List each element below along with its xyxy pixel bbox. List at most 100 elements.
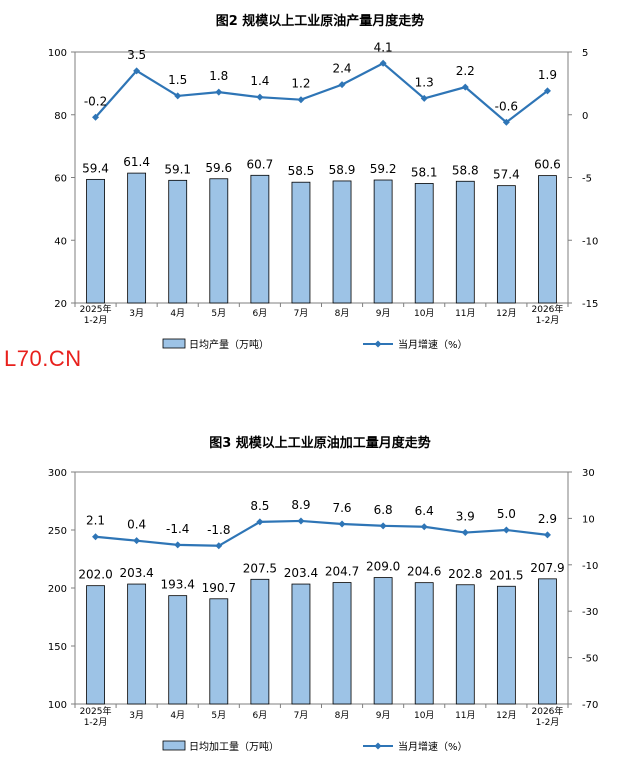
y-left-tick-label: 100: [48, 700, 67, 711]
growth-marker: [133, 537, 141, 545]
growth-value-label: 7.6: [332, 501, 351, 515]
x-tick-label: 12月: [496, 308, 516, 319]
growth-marker: [215, 88, 223, 96]
bar-value-label: 190.7: [202, 581, 236, 595]
growth-value-label: 2.4: [332, 62, 351, 76]
chart-1-title: 图2 规模以上工业原油产量月度走势: [215, 14, 425, 29]
bar: [538, 578, 557, 705]
x-tick-label: 6月: [253, 710, 268, 721]
y-right-tick-label: 0: [582, 111, 588, 122]
bar: [496, 585, 516, 705]
y-left-tick-label: 200: [48, 584, 67, 595]
bar-value-label: 59.1: [164, 162, 191, 176]
growth-marker: [297, 96, 305, 104]
x-tick-label: 7月: [294, 308, 309, 319]
x-tick-label: 10月: [414, 710, 434, 721]
bar-value-label: 58.9: [329, 163, 356, 177]
x-tick-label: 2025年 1-2月: [80, 303, 112, 326]
growth-value-label: 1.4: [250, 74, 269, 88]
growth-value-label: -0.6: [495, 99, 518, 113]
x-tick-label: 8月: [335, 710, 350, 721]
growth-value-label: -0.2: [84, 94, 107, 108]
bar: [250, 174, 270, 304]
bar: [209, 598, 229, 705]
y-right-tick-label: 10: [582, 514, 595, 525]
x-tick-label: 9月: [376, 308, 391, 319]
x-tick-label: 10月: [414, 308, 434, 319]
y-left-tick-label: 40: [54, 236, 67, 247]
y-right-tick-label: -15: [582, 299, 598, 310]
x-tick-label: 4月: [170, 710, 185, 721]
growth-marker: [92, 113, 100, 121]
growth-marker: [133, 67, 141, 75]
growth-marker: [215, 542, 223, 550]
growth-marker: [92, 533, 100, 541]
growth-marker: [256, 93, 264, 101]
growth-marker: [256, 518, 264, 526]
y-left-tick-label: 300: [48, 468, 67, 479]
bar: [168, 595, 188, 705]
bar: [332, 582, 352, 705]
legend-line-marker: [374, 340, 382, 348]
growth-value-label: 6.4: [415, 504, 434, 518]
x-tick-label: 3月: [129, 308, 144, 319]
growth-marker: [338, 81, 346, 89]
bar-value-label: 59.4: [82, 161, 109, 175]
bar: [414, 183, 434, 304]
bar: [250, 578, 270, 705]
bar: [455, 180, 475, 304]
legend-line-marker: [374, 742, 382, 750]
bar-value-label: 60.7: [247, 157, 274, 171]
bar: [168, 179, 188, 304]
bar-value-label: 61.4: [123, 155, 150, 169]
bar-value-label: 207.5: [243, 561, 277, 575]
bar-value-label: 207.9: [530, 561, 564, 575]
y-right-tick-label: -50: [582, 654, 598, 665]
bar-value-label: 201.5: [489, 568, 523, 582]
growth-value-label: 1.3: [415, 75, 434, 89]
y-left-tick-label: 80: [54, 111, 67, 122]
x-tick-label: 6月: [253, 308, 268, 319]
x-tick-label: 11月: [455, 308, 475, 319]
bar-value-label: 202.8: [448, 567, 482, 581]
growth-value-label: 1.5: [168, 73, 187, 87]
bar: [86, 585, 105, 705]
y-right-tick-label: -30: [582, 607, 598, 618]
growth-marker: [420, 523, 428, 531]
growth-marker: [502, 526, 510, 534]
bar-value-label: 57.4: [493, 168, 520, 182]
x-tick-label: 7月: [294, 710, 309, 721]
bar-value-label: 58.1: [411, 165, 438, 179]
legend-line-label: 当月增速（%）: [398, 338, 468, 351]
x-tick-label: 3月: [129, 710, 144, 721]
bar: [209, 178, 229, 304]
growth-value-label: 1.2: [291, 77, 310, 91]
y-left-tick-label: 100: [48, 48, 67, 59]
bar-value-label: 204.6: [407, 565, 441, 579]
growth-marker: [379, 522, 387, 530]
growth-marker: [297, 517, 305, 525]
growth-marker: [420, 94, 428, 102]
growth-marker: [379, 59, 387, 67]
growth-marker: [461, 83, 469, 91]
chart-1-svg: 20 40 60 80 100 -15 -10 -5 0 5 2025年 1-2月 3月 4月 5月 6月 7月…: [48, 40, 598, 351]
x-tick-label: 8月: [335, 308, 350, 319]
bar-value-label: 60.6: [534, 158, 561, 172]
bar: [538, 175, 557, 304]
bar-value-label: 58.8: [452, 163, 479, 177]
y-right-tick-label: 30: [582, 468, 595, 479]
bar-value-label: 209.0: [366, 560, 400, 574]
y-right-tick-label: -10: [582, 561, 598, 572]
bar-value-label: 58.5: [288, 164, 315, 178]
bar: [455, 584, 475, 705]
chart-2-title: 图3 规模以上工业原油加工量月度走势: [209, 436, 431, 451]
bar: [291, 583, 311, 705]
bar-value-label: 203.4: [284, 566, 318, 580]
chart-2-svg: 100 150 200 250 300 -70 -50 -30 -10 10 30 2025年 1-2月…: [48, 468, 598, 753]
x-tick-label: 11月: [455, 710, 475, 721]
bar: [373, 179, 393, 304]
y-right-tick-label: -10: [582, 236, 598, 247]
bar: [127, 583, 147, 705]
bar-value-label: 59.6: [205, 161, 232, 175]
growth-line: [95, 519, 548, 547]
